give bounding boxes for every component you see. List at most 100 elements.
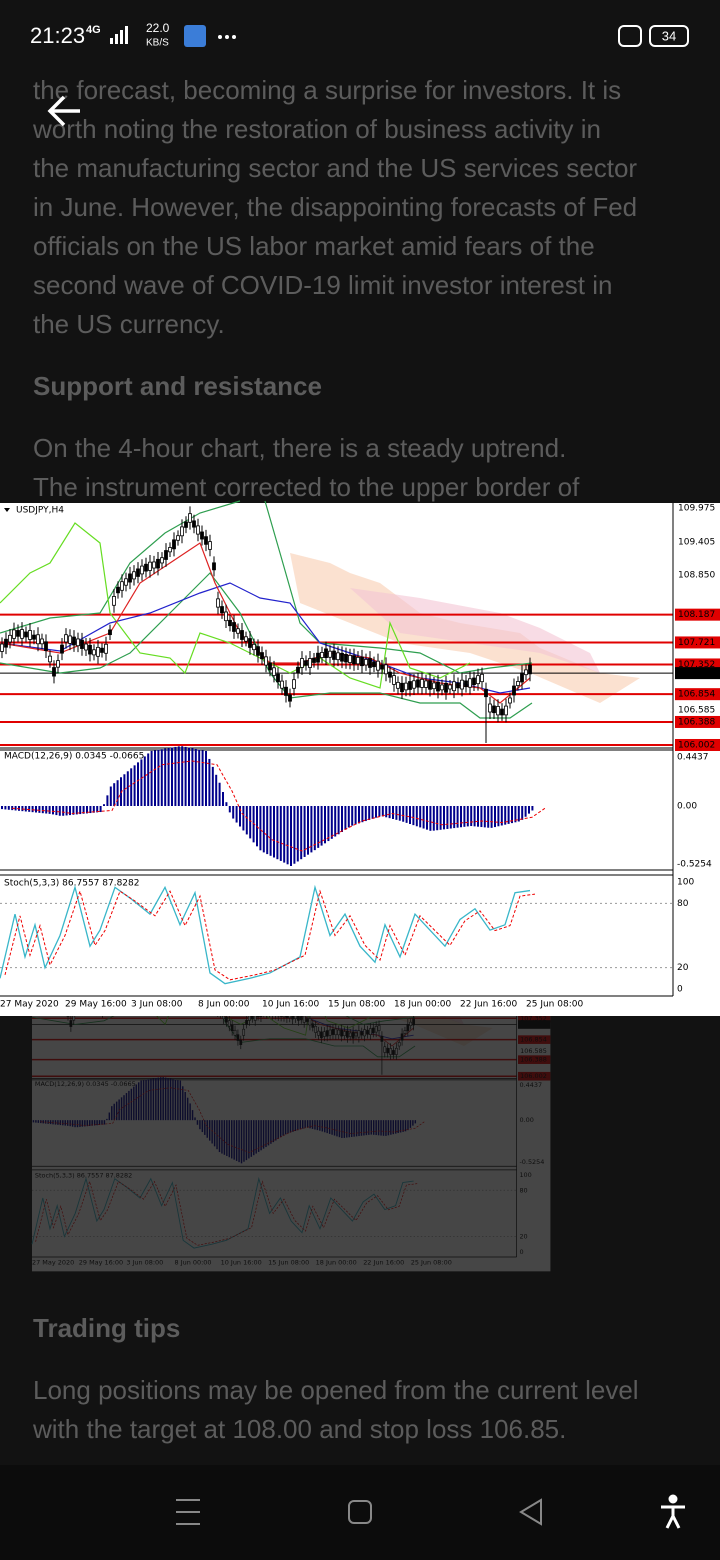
candle xyxy=(302,1015,306,1023)
price-label: 108.187 xyxy=(678,610,715,620)
candle xyxy=(325,1030,329,1037)
more-icon xyxy=(218,35,236,39)
candle xyxy=(132,571,136,580)
macd-bar xyxy=(470,806,473,827)
macd-bar xyxy=(338,1120,341,1138)
macd-bar xyxy=(101,1120,103,1125)
nav-home[interactable] xyxy=(348,1500,372,1524)
candle xyxy=(508,697,512,704)
candle xyxy=(216,598,220,608)
macd-bar xyxy=(324,1120,326,1133)
macd-bar xyxy=(86,806,88,814)
date-label: 3 Jun 08:00 xyxy=(131,1000,183,1010)
status-network: 4G xyxy=(86,24,101,36)
candle xyxy=(320,652,324,658)
macd-bar xyxy=(262,806,265,853)
macd-bar xyxy=(109,786,112,806)
article-line: worth noting the restoration of business… xyxy=(32,114,601,144)
macd-bar xyxy=(72,806,75,815)
macd-bar xyxy=(337,806,340,835)
macd-bar xyxy=(343,1120,346,1138)
macd-bar xyxy=(162,1077,164,1121)
nav-recents[interactable] xyxy=(176,1499,200,1525)
macd-bar xyxy=(297,1120,299,1131)
candle xyxy=(69,1020,73,1027)
macd-bar xyxy=(28,806,31,812)
price-label-box xyxy=(518,1055,551,1064)
macd-bar xyxy=(81,1120,84,1127)
candle xyxy=(196,525,200,535)
candle xyxy=(400,1033,404,1041)
stoch-signal xyxy=(35,1180,418,1246)
candle xyxy=(376,660,380,671)
date-label: 15 Jun 08:00 xyxy=(328,1000,385,1010)
macd-bar xyxy=(387,1120,390,1136)
macd-bar xyxy=(24,806,27,812)
back-button[interactable] xyxy=(47,95,80,127)
macd-bar xyxy=(497,806,500,827)
macd-bar xyxy=(198,749,201,806)
candle xyxy=(348,1032,352,1037)
macd-bar xyxy=(98,1120,101,1125)
candle xyxy=(16,630,20,637)
candle xyxy=(317,1030,320,1036)
macd-bar xyxy=(463,806,466,827)
macd-bar xyxy=(96,806,99,813)
macd-bar xyxy=(327,806,330,842)
date-label: 25 Jun 08:00 xyxy=(411,1259,452,1267)
macd-bar xyxy=(211,766,214,806)
macd-bar xyxy=(390,1120,392,1135)
macd-bar xyxy=(279,1120,282,1138)
macd-bar xyxy=(226,1120,228,1157)
section-heading: Trading tips xyxy=(33,1313,180,1343)
macd-bar xyxy=(524,806,527,817)
macd-bar xyxy=(284,1120,287,1135)
candle xyxy=(328,650,332,658)
candle xyxy=(120,581,124,591)
macd-bar xyxy=(184,746,187,806)
macd-bar xyxy=(279,806,282,861)
date-label: 29 May 16:00 xyxy=(65,1000,127,1010)
macd-bar xyxy=(336,1120,338,1137)
price-label-box xyxy=(518,1071,551,1081)
macd-bar xyxy=(372,1120,375,1135)
macd-bar xyxy=(115,1101,118,1121)
candle xyxy=(12,629,16,639)
candle xyxy=(304,660,308,666)
price-label-box xyxy=(675,636,720,649)
macd-bar xyxy=(133,1086,135,1121)
candle xyxy=(220,606,224,614)
macd-bar xyxy=(307,806,309,855)
candle xyxy=(496,706,500,716)
candle xyxy=(322,1031,326,1037)
candle xyxy=(424,680,428,688)
candle xyxy=(240,630,244,640)
macd-bar xyxy=(111,1106,113,1121)
macd-bar xyxy=(494,806,496,828)
macd-bar xyxy=(184,1091,186,1121)
candle xyxy=(351,1031,355,1039)
nav-back[interactable] xyxy=(519,1498,542,1526)
macd-bar xyxy=(42,1120,44,1124)
candle xyxy=(468,678,472,688)
candle xyxy=(416,679,420,688)
candle xyxy=(363,1029,367,1037)
battery-icon xyxy=(649,25,689,47)
macd-bar xyxy=(277,1120,279,1139)
macd-bar xyxy=(487,806,490,828)
candle xyxy=(380,664,384,670)
macd-bar xyxy=(44,1120,47,1124)
candle xyxy=(394,1047,398,1055)
candle xyxy=(340,1029,343,1037)
candle xyxy=(377,1025,381,1031)
macd-bar xyxy=(152,1078,155,1121)
candle xyxy=(32,634,36,640)
macd-bar xyxy=(223,1120,226,1155)
macd-bar xyxy=(404,1120,407,1132)
macd-bar xyxy=(55,806,58,816)
candle xyxy=(72,1015,76,1021)
macd-bar xyxy=(331,1120,333,1135)
chart-image[interactable]: 109.975 109.405 108.850 108.187 107.721 107.3… xyxy=(0,500,720,1016)
accessibility-button[interactable] xyxy=(661,1494,685,1529)
macd-bar xyxy=(314,1120,316,1130)
